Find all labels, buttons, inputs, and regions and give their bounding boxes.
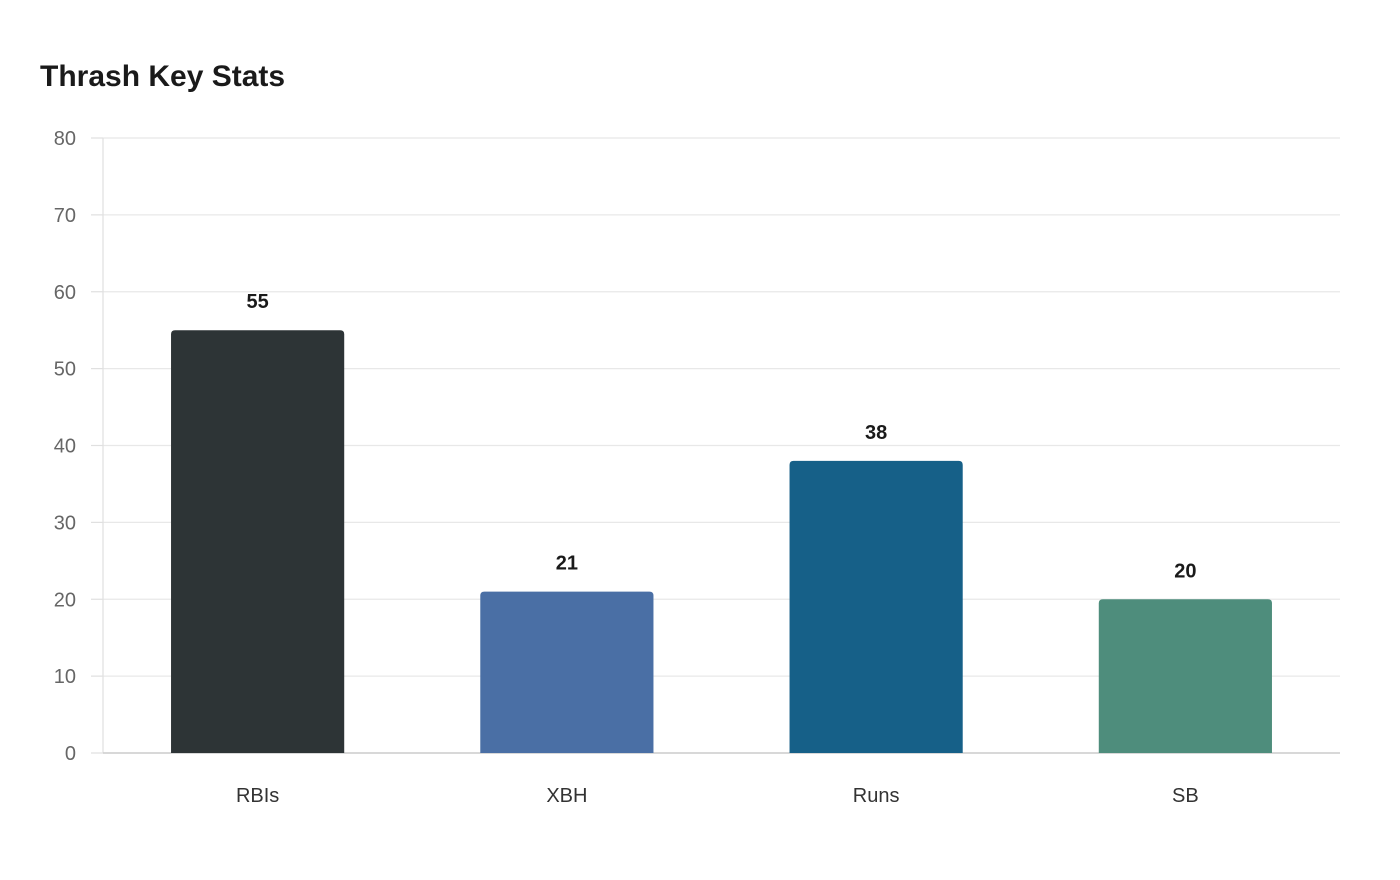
bar-runs <box>789 460 963 753</box>
y-tick-label: 30 <box>54 512 76 534</box>
labels: 0 10 20 30 40 50 60 70 80 55 RBIs 21 XBH 38 Runs 20 SB <box>54 128 1199 807</box>
y-tick-label: 60 <box>54 282 76 304</box>
y-tick-label: 80 <box>54 128 76 150</box>
data-label-sb: 20 <box>1174 560 1196 582</box>
y-tick-label: 50 <box>54 359 76 381</box>
y-tick-label: 40 <box>54 436 76 458</box>
x-tick-label-rbis: RBIs <box>236 785 279 807</box>
x-tick-label-runs: Runs <box>853 785 900 807</box>
bars <box>171 330 1272 753</box>
data-label-rbis: 55 <box>247 291 269 313</box>
y-tick-label: 0 <box>65 743 76 765</box>
y-tick-label: 70 <box>54 205 76 227</box>
data-label-runs: 38 <box>865 422 887 444</box>
x-tick-label-xbh: XBH <box>546 785 587 807</box>
y-tick-label: 20 <box>54 589 76 611</box>
chart-title: Thrash Key Stats <box>40 60 286 93</box>
x-tick-label-sb: SB <box>1172 785 1199 807</box>
bar-sb <box>1098 599 1272 753</box>
bar-rbis <box>171 330 345 753</box>
data-label-xbh: 21 <box>556 553 578 575</box>
bar-xbh <box>480 591 654 753</box>
y-tick-label: 10 <box>54 666 76 688</box>
